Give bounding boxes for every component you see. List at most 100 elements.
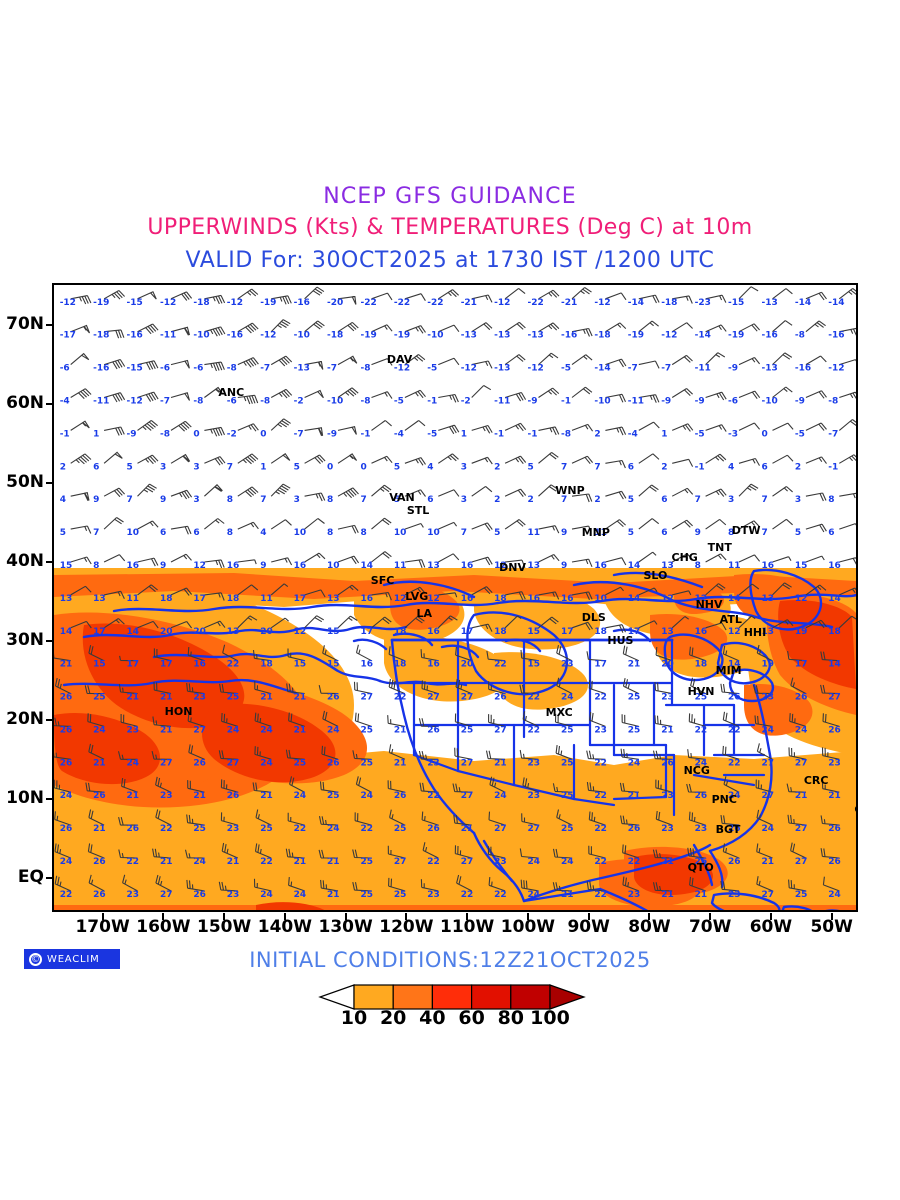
wind-barb bbox=[337, 615, 358, 629]
latitude-tick-mark bbox=[46, 719, 53, 722]
temperature-value: 10 bbox=[394, 528, 407, 538]
temperature-value: 7 bbox=[361, 495, 367, 505]
wind-barb bbox=[54, 752, 71, 760]
wind-barb bbox=[122, 874, 138, 892]
temperature-value: 26 bbox=[93, 791, 106, 801]
temperature-value: 8 bbox=[227, 495, 233, 505]
temperature-value: 26 bbox=[695, 791, 708, 801]
temperature-value: -11 bbox=[160, 331, 176, 341]
temperature-value: 25 bbox=[361, 857, 374, 867]
temperature-value: 12 bbox=[661, 594, 674, 604]
wind-barb bbox=[337, 295, 357, 305]
temperature-value: 16 bbox=[193, 660, 206, 670]
temperature-value: 27 bbox=[193, 725, 206, 735]
wind-barb bbox=[88, 874, 105, 892]
longitude-tick-label: 170W bbox=[75, 917, 130, 937]
temperature-value: 14 bbox=[728, 594, 741, 604]
wind-barb bbox=[504, 519, 526, 530]
wind-barb bbox=[418, 750, 439, 760]
weaclim-logo[interactable]: © WEACLIM bbox=[24, 949, 120, 969]
temperature-value: 7 bbox=[227, 462, 233, 472]
wind-barb bbox=[337, 555, 360, 565]
temperature-value: -16 bbox=[561, 331, 577, 341]
temperature-value: 9 bbox=[93, 495, 99, 505]
wind-barb bbox=[137, 584, 158, 596]
wind-barb bbox=[552, 848, 573, 859]
temperature-value: 10 bbox=[294, 528, 307, 538]
temperature-value: -1 bbox=[528, 429, 538, 439]
temperature-value: 22 bbox=[494, 660, 507, 670]
temperature-value: 20 bbox=[260, 627, 273, 637]
temperature-value: 17 bbox=[594, 660, 607, 670]
temperature-value: -22 bbox=[427, 298, 443, 308]
wind-barb bbox=[538, 387, 560, 398]
wind-barb bbox=[672, 295, 693, 304]
colorbar[interactable] bbox=[318, 983, 586, 1011]
temperature-value: 21 bbox=[227, 857, 240, 867]
temperature-value: 22 bbox=[728, 725, 741, 735]
temperature-value: -13 bbox=[294, 364, 310, 374]
temperature-value: 7 bbox=[260, 495, 266, 505]
temperature-value: 23 bbox=[160, 791, 173, 801]
temperature-value: 24 bbox=[227, 725, 240, 735]
temperature-value: 16 bbox=[427, 627, 440, 637]
wind-barb bbox=[337, 321, 359, 333]
wind-barb bbox=[605, 624, 627, 633]
wind-barb bbox=[170, 392, 191, 401]
temperature-value: 22 bbox=[394, 693, 407, 703]
colorbar-tick-label: 60 bbox=[458, 1007, 485, 1029]
temperature-value: 16 bbox=[828, 561, 841, 571]
temperature-value: 17 bbox=[795, 660, 808, 670]
temperature-value: 18 bbox=[828, 627, 841, 637]
temperature-value: -12 bbox=[594, 298, 610, 308]
wind-barb bbox=[337, 355, 358, 366]
wind-barb bbox=[638, 518, 660, 530]
temperature-value: 3 bbox=[461, 495, 467, 505]
wind-barb bbox=[388, 744, 406, 760]
temperature-value: 13 bbox=[427, 561, 440, 571]
temperature-value: 12 bbox=[795, 594, 808, 604]
wind-barb bbox=[571, 493, 593, 503]
temperature-value: 23 bbox=[193, 693, 206, 703]
wind-barb bbox=[520, 649, 539, 662]
longitude-tick-label: 70W bbox=[688, 917, 732, 937]
wind-barb bbox=[655, 779, 673, 793]
map-panel[interactable]: -12 -19 -15 -12 -18 -12 -19 -16 -20 -22 -22 -22 -21-… bbox=[52, 283, 858, 912]
wind-barb bbox=[286, 683, 305, 695]
temperature-value: 27 bbox=[795, 758, 808, 768]
temperature-value: 18 bbox=[695, 660, 708, 670]
wind-barb bbox=[821, 780, 840, 793]
wind-barb bbox=[772, 518, 793, 530]
temperature-value: 21 bbox=[461, 824, 474, 834]
wind-barb bbox=[371, 616, 392, 629]
temperature-value: 24 bbox=[728, 791, 741, 801]
wind-barb bbox=[720, 683, 740, 695]
temperature-value: 26 bbox=[728, 857, 741, 867]
wind-barb bbox=[204, 386, 224, 398]
wind-barb bbox=[705, 622, 727, 631]
wind-barb bbox=[304, 518, 325, 530]
temperature-value: 2 bbox=[795, 462, 801, 472]
wind-barb bbox=[652, 849, 673, 859]
temperature-value: 22 bbox=[427, 857, 440, 867]
temperature-value: 14 bbox=[127, 627, 140, 637]
wind-barb bbox=[789, 713, 807, 727]
temperature-value: 3 bbox=[728, 495, 734, 505]
temperature-value: 22 bbox=[594, 824, 607, 834]
wind-barb bbox=[839, 327, 856, 336]
wind-barb bbox=[237, 486, 259, 498]
wind-barb bbox=[738, 615, 756, 629]
wind-barb bbox=[605, 586, 624, 596]
wind-barb bbox=[555, 745, 573, 760]
temperature-value: 2 bbox=[60, 462, 66, 472]
wind-barb bbox=[805, 492, 827, 502]
wind-barb bbox=[438, 393, 459, 403]
temperature-value: -16 bbox=[762, 331, 778, 341]
temperature-value: 7 bbox=[93, 528, 99, 538]
temperature-value: -8 bbox=[227, 364, 237, 374]
wind-barb bbox=[137, 323, 159, 335]
wind-barb bbox=[605, 519, 626, 530]
wind-barb bbox=[270, 583, 289, 596]
temperature-value: 25 bbox=[394, 824, 407, 834]
